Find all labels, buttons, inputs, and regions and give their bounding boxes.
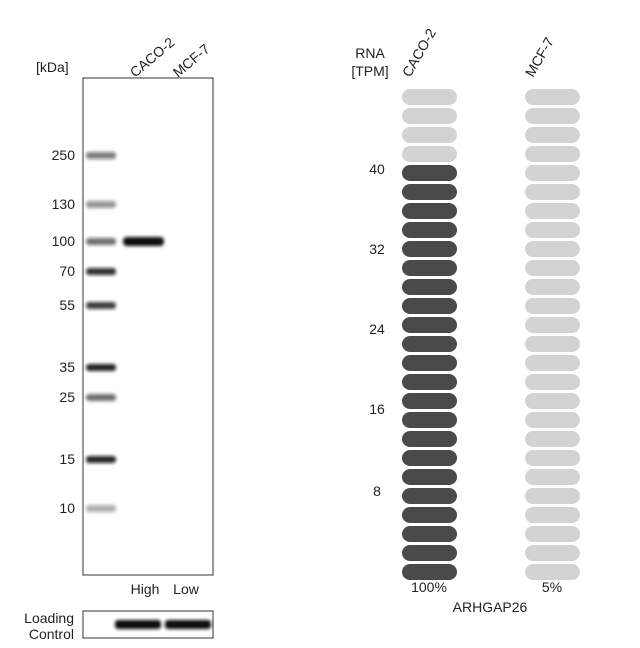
rna-pill — [525, 241, 580, 257]
rna-pill — [402, 108, 457, 124]
percentage: 5% — [542, 579, 562, 595]
rna-pill — [402, 165, 457, 181]
blot-frame — [82, 77, 214, 576]
rna-pill — [402, 507, 457, 523]
rna-pill — [525, 488, 580, 504]
rna-pill — [402, 203, 457, 219]
rna-pill — [402, 393, 457, 409]
rna-tick-label: 32 — [369, 241, 385, 257]
marker-band — [86, 364, 116, 371]
marker-label: 25 — [59, 389, 75, 405]
rna-pill — [525, 469, 580, 485]
rna-pill — [402, 488, 457, 504]
marker-band — [86, 201, 116, 208]
gene-name: ARHGAP26 — [453, 599, 528, 615]
marker-band — [86, 394, 116, 401]
rna-pill — [402, 431, 457, 447]
rna-pill — [402, 279, 457, 295]
sample-label: MCF-7 — [522, 34, 557, 79]
rna-pill — [525, 412, 580, 428]
rna-tick-label: 40 — [369, 161, 385, 177]
rna-pill — [525, 355, 580, 371]
marker-band — [86, 456, 116, 463]
lane-level: Low — [173, 581, 200, 597]
rna-pill — [525, 526, 580, 542]
marker-band — [86, 238, 116, 245]
rna-pill — [525, 165, 580, 181]
rna-pill — [402, 89, 457, 105]
rna-axis-label: RNA — [355, 45, 385, 61]
rna-pill — [402, 355, 457, 371]
marker-band — [86, 268, 116, 275]
rna-pill — [402, 374, 457, 390]
rna-pill — [402, 469, 457, 485]
percentage: 100% — [411, 579, 447, 595]
rna-pill — [525, 108, 580, 124]
loading-label: Control — [29, 626, 74, 642]
rna-pill — [525, 222, 580, 238]
unit-label: [kDa] — [36, 59, 69, 75]
rna-pill — [525, 184, 580, 200]
rna-pill — [402, 336, 457, 352]
rna-tick-label: 8 — [373, 483, 381, 499]
rna-pill — [402, 317, 457, 333]
rna-pill — [525, 545, 580, 561]
rna-tick-label: 24 — [369, 321, 385, 337]
marker-label: 15 — [59, 451, 75, 467]
sample-label: CACO-2 — [399, 26, 439, 80]
rna-pill — [402, 298, 457, 314]
rna-pill — [402, 526, 457, 542]
rna-pill — [525, 89, 580, 105]
rna-pill — [402, 450, 457, 466]
rna-pills — [402, 89, 580, 580]
marker-label: 55 — [59, 297, 75, 313]
rna-pill — [402, 127, 457, 143]
marker-band — [86, 302, 116, 309]
rna-pill — [525, 260, 580, 276]
rna-pill — [525, 393, 580, 409]
loading-band — [165, 620, 211, 629]
marker-label: 130 — [52, 196, 76, 212]
marker-label: 35 — [59, 359, 75, 375]
rna-pill — [525, 298, 580, 314]
rna-pill — [402, 184, 457, 200]
rna-pill — [402, 564, 457, 580]
rna-pill — [525, 507, 580, 523]
rna-pill — [525, 203, 580, 219]
marker-label: 70 — [59, 263, 75, 279]
rna-pill — [402, 241, 457, 257]
rna-pill — [402, 545, 457, 561]
sample-band — [123, 237, 164, 246]
blot-bands — [86, 152, 164, 512]
loading-label: Loading — [24, 610, 74, 626]
loading-band — [115, 620, 161, 629]
rna-pill — [402, 412, 457, 428]
rna-pill — [525, 431, 580, 447]
rna-pill — [402, 146, 457, 162]
lane-level: High — [131, 581, 160, 597]
rna-pill — [525, 279, 580, 295]
rna-tick-label: 16 — [369, 401, 385, 417]
rna-pill — [525, 317, 580, 333]
rna-pill — [525, 127, 580, 143]
marker-band — [86, 152, 116, 159]
rna-pill — [402, 260, 457, 276]
marker-band — [86, 505, 116, 512]
rna-pill — [525, 146, 580, 162]
marker-label: 100 — [52, 233, 76, 249]
rna-pill — [525, 564, 580, 580]
marker-label: 10 — [59, 500, 75, 516]
marker-label: 250 — [52, 147, 76, 163]
rna-pill — [525, 374, 580, 390]
rna-pill — [402, 222, 457, 238]
rna-pill — [525, 450, 580, 466]
rna-pill — [525, 336, 580, 352]
rna-axis-label: [TPM] — [351, 63, 388, 79]
lane-label: CACO-2 — [127, 34, 178, 80]
